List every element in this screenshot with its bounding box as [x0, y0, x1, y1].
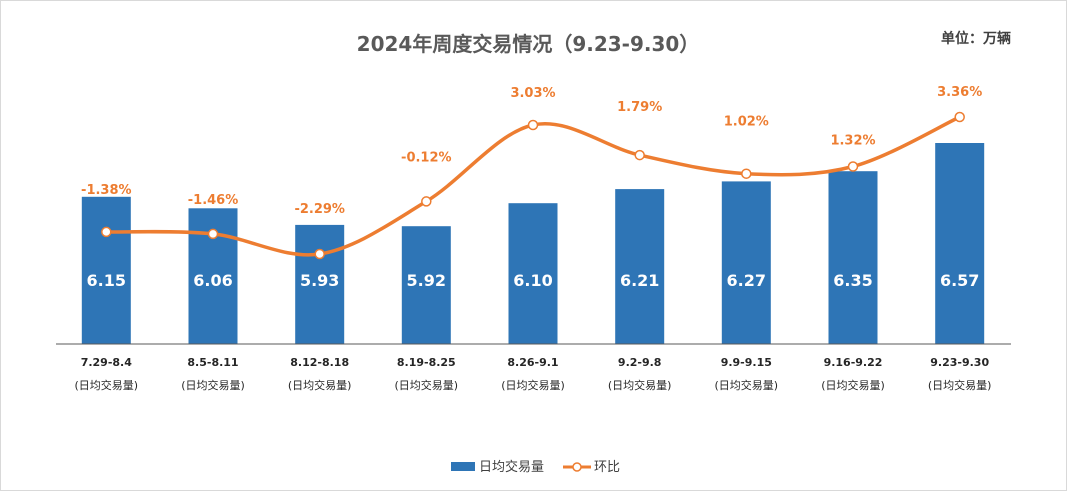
bar-value-label: 6.10 [513, 271, 552, 290]
x-tick-label: 8.26-9.1 [507, 356, 558, 369]
line-point [954, 111, 965, 123]
legend-line-marker [572, 462, 582, 472]
bar-value-label: 5.92 [407, 271, 446, 290]
x-tick-sublabel: (日均交易量) [821, 378, 885, 392]
bar [508, 203, 558, 344]
x-tick-label: 9.23-9.30 [930, 356, 989, 369]
bar-value-label: 5.93 [300, 271, 339, 290]
bar-value-label: 6.57 [940, 271, 979, 290]
x-axis-ticks: 7.29-8.4 (日均交易量) 8.5-8.11 (日均交易量) 8.12-8.18 (… [75, 356, 992, 392]
bar [401, 226, 451, 344]
bar-value-label: 6.15 [87, 271, 126, 290]
line-value-label: 1.32% [830, 134, 875, 149]
bar [81, 196, 131, 344]
legend-line-label: 环比 [594, 460, 620, 475]
line-point [101, 226, 112, 238]
x-tick-sublabel: (日均交易量) [395, 378, 459, 392]
x-tick-sublabel: (日均交易量) [715, 378, 779, 392]
x-tick-label: 7.29-8.4 [81, 356, 133, 369]
bar-value-label: 6.06 [193, 271, 232, 290]
x-tick-sublabel: (日均交易量) [181, 378, 245, 392]
bar-value-label: 6.35 [833, 271, 872, 290]
bar [615, 189, 665, 344]
x-tick-sublabel: (日均交易量) [928, 378, 992, 392]
line-point [207, 228, 219, 240]
bar [935, 143, 985, 344]
line-point [527, 119, 539, 131]
bar [721, 181, 771, 344]
mom-points: -1.38% -1.46% -2.29% -0.12% 3.03% 1.79% 1.02% 1… [81, 85, 982, 260]
bar [295, 224, 345, 344]
x-tick-label: 8.19-8.25 [397, 356, 456, 369]
line-value-label: -1.38% [81, 183, 132, 198]
chart-title: 2024年周度交易情况（9.23-9.30） [357, 32, 700, 56]
line-value-label: -1.46% [188, 193, 239, 208]
unit-label: 单位：万辆 [941, 30, 1011, 47]
line-point [634, 149, 645, 161]
x-tick-sublabel: (日均交易量) [608, 378, 672, 392]
x-tick-label: 9.9-9.15 [721, 356, 772, 369]
line-value-label: 1.79% [617, 100, 662, 115]
line-point [741, 168, 752, 179]
x-tick-sublabel: (日均交易量) [501, 378, 565, 392]
x-tick-label: 8.12-8.18 [290, 356, 349, 369]
x-tick-label: 8.5-8.11 [187, 356, 238, 369]
x-tick-label: 9.2-9.8 [618, 356, 662, 369]
line-point [421, 196, 432, 207]
line-value-label: 1.02% [724, 115, 769, 130]
line-value-label: 3.36% [937, 85, 982, 100]
line-point [847, 161, 859, 172]
bar [828, 171, 878, 344]
x-tick-sublabel: (日均交易量) [288, 378, 352, 392]
bar-series: 6.15 6.06 5.93 5.92 6.10 6.21 6.27 6.35 6.57 [81, 143, 985, 344]
legend: 日均交易量 环比 [451, 459, 620, 475]
x-tick-sublabel: (日均交易量) [75, 378, 139, 392]
bar-value-label: 6.27 [727, 271, 766, 290]
legend-bar-swatch [451, 462, 475, 471]
bar-value-label: 6.21 [620, 271, 659, 290]
x-tick-label: 9.16-9.22 [824, 356, 883, 369]
line-point [314, 248, 325, 260]
line-value-label: -0.12% [401, 150, 452, 165]
line-value-label: 3.03% [510, 86, 555, 101]
legend-bar-label: 日均交易量 [479, 459, 544, 475]
line-value-label: -2.29% [294, 202, 345, 217]
